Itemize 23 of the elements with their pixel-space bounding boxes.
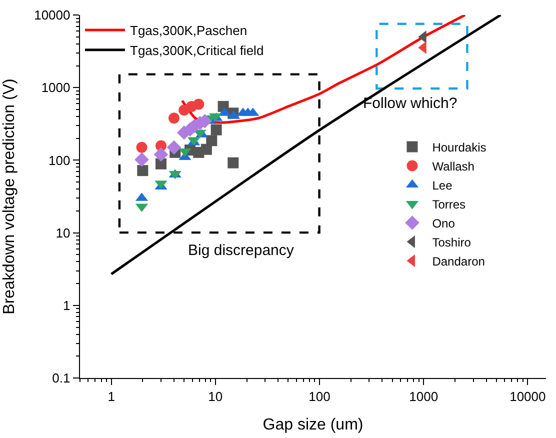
legend-label: Toshiro [432,235,472,250]
x-axis-title: Gap size (um) [262,416,364,434]
x-tick-label: 10000 [510,388,546,404]
x-tick-label: 10 [208,388,223,404]
x-tick-label: 100 [308,388,330,404]
y-tick-label: 100 [48,152,70,168]
y-tick-label: 10000 [34,8,70,23]
legend-label: Tgas,300K,Critical field [130,42,264,58]
legend-label: Lee [432,178,453,192]
y-tick-label: 0.1 [52,370,70,386]
y-tick-label: 1 [63,298,70,313]
legend-label: Torres [432,197,466,212]
legend-label: Wallash [432,159,474,174]
y-axis-title: Breakdown voltage prediction (V) [0,78,18,314]
x-tick-label: 1000 [409,388,438,404]
annotation: Big discrepancy [188,242,294,259]
legend-label: Dandaron [432,254,485,268]
y-tick-label: 1000 [41,80,70,96]
x-tick-label: 1 [108,388,115,404]
y-tick-label: 10 [56,225,70,240]
legend-label: Hourdakis [432,140,486,154]
legend-label: Tgas,300K,Paschen [130,23,248,38]
legend-label: Ono [432,216,456,230]
